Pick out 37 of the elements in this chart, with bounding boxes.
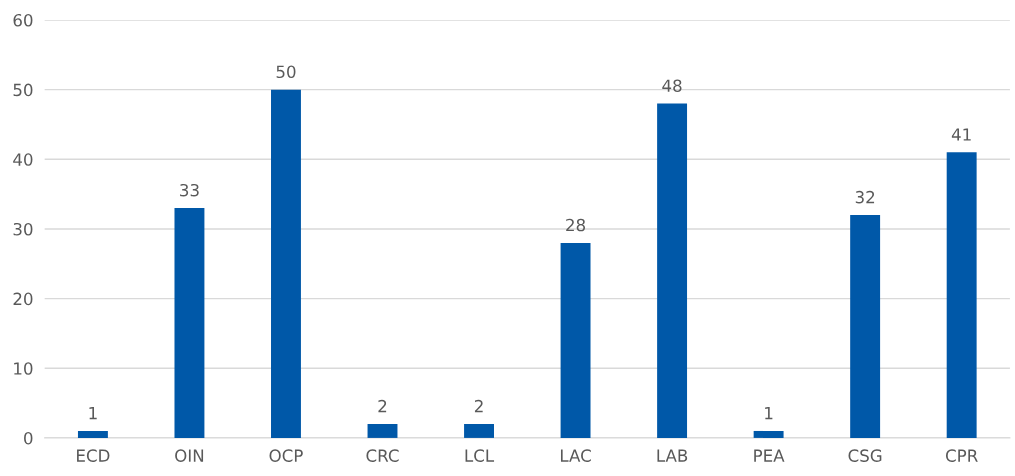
y-tick-label: 0 (24, 431, 33, 445)
bar (464, 423, 494, 438)
x-tick-label: LAC (560, 449, 591, 462)
x-tick-label: ECD (77, 449, 110, 462)
data-label: 2 (378, 399, 387, 413)
data-label: 2 (474, 399, 483, 413)
x-tick-label: LAB (657, 449, 688, 462)
data-label: 50 (276, 65, 296, 79)
x-tick-label: CSG (848, 449, 882, 462)
data-label: 1 (89, 407, 97, 420)
y-tick-label: 10 (14, 362, 33, 375)
x-tick-label: CPR (945, 449, 978, 462)
y-tick-label: 50 (13, 83, 33, 97)
data-label: 48 (662, 79, 682, 93)
y-tick-label: 60 (13, 13, 33, 27)
data-label: 28 (566, 218, 586, 232)
bar (367, 423, 398, 438)
data-label: 41 (951, 128, 971, 141)
bar (77, 430, 108, 438)
x-tick-label: OIN (175, 449, 204, 462)
x-tick-label: OCP (269, 449, 303, 462)
data-label: 1 (765, 407, 773, 420)
bar (657, 103, 688, 438)
y-tick-label: 20 (13, 292, 33, 306)
bar (753, 430, 784, 438)
x-tick-label: CRC (366, 449, 399, 462)
data-label: 32 (855, 190, 875, 204)
y-tick-label: 40 (13, 153, 33, 166)
bar (174, 208, 205, 438)
bar (946, 152, 977, 438)
bar (560, 242, 591, 438)
x-tick-label: PEA (754, 449, 785, 462)
data-label: 33 (180, 183, 199, 197)
y-tick-label: 30 (13, 222, 33, 236)
bar (271, 89, 301, 438)
bar (850, 215, 881, 438)
x-tick-label: LCL (465, 449, 495, 462)
